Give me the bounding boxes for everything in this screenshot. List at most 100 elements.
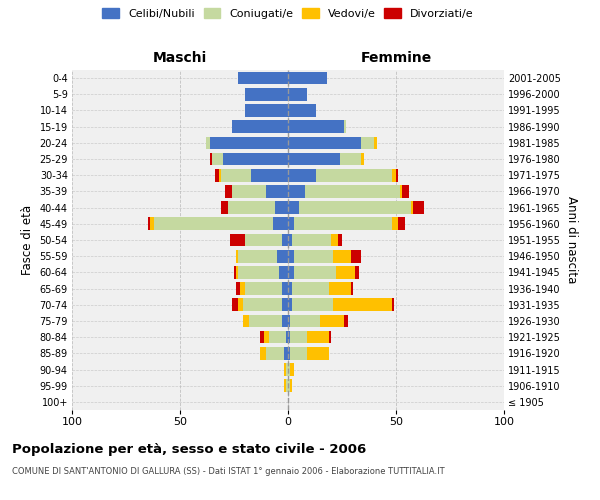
Bar (288, 314, 290, 328)
Bar (403, 185, 409, 198)
Text: Maschi: Maschi (153, 51, 207, 65)
Bar (292, 298, 334, 311)
Text: COMUNE DI SANT'ANTONIO DI GALLURA (SS) - Dati ISTAT 1° gennaio 2006 - Elaborazio: COMUNE DI SANT'ANTONIO DI GALLURA (SS) -… (12, 468, 445, 476)
Bar (249, 314, 281, 328)
Bar (284, 363, 286, 376)
Bar (281, 282, 288, 295)
Bar (284, 380, 286, 392)
Bar (288, 152, 340, 166)
Bar (350, 250, 361, 262)
Y-axis label: Fasce di età: Fasce di età (21, 205, 34, 275)
Bar (238, 250, 277, 262)
Bar (226, 185, 232, 198)
Bar (281, 234, 288, 246)
Bar (284, 347, 288, 360)
Bar (290, 314, 320, 328)
Bar (288, 234, 292, 246)
Bar (288, 266, 295, 278)
Bar (288, 282, 292, 295)
Bar (413, 202, 424, 214)
Y-axis label: Anni di nascita: Anni di nascita (565, 196, 578, 284)
Legend: Celibi/Nubili, Coniugati/e, Vedovi/e, Divorziati/e: Celibi/Nubili, Coniugati/e, Vedovi/e, Di… (103, 8, 473, 19)
Bar (288, 380, 290, 392)
Bar (392, 298, 394, 311)
Bar (264, 331, 269, 344)
Bar (210, 136, 288, 149)
Bar (344, 120, 346, 133)
Bar (290, 331, 307, 344)
Bar (238, 298, 242, 311)
Bar (411, 202, 413, 214)
Bar (232, 298, 238, 311)
Bar (290, 347, 307, 360)
Bar (292, 234, 331, 246)
Bar (338, 234, 342, 246)
Bar (242, 314, 249, 328)
Bar (398, 218, 404, 230)
Bar (280, 266, 288, 278)
Bar (295, 218, 392, 230)
Bar (307, 347, 329, 360)
Bar (299, 202, 411, 214)
Bar (221, 202, 227, 214)
Bar (329, 282, 350, 295)
Bar (307, 331, 329, 344)
Bar (227, 202, 275, 214)
Bar (288, 347, 290, 360)
Bar (316, 169, 392, 181)
Bar (281, 314, 288, 328)
Bar (288, 250, 295, 262)
Bar (242, 298, 281, 311)
Bar (295, 266, 335, 278)
Bar (288, 72, 327, 85)
Bar (392, 169, 396, 181)
Bar (288, 218, 295, 230)
Bar (288, 331, 290, 344)
Bar (238, 72, 288, 85)
Bar (288, 185, 305, 198)
Bar (288, 298, 292, 311)
Bar (236, 250, 238, 262)
Bar (331, 234, 338, 246)
Bar (288, 202, 299, 214)
Bar (344, 314, 349, 328)
Bar (148, 218, 150, 230)
Bar (400, 185, 403, 198)
Bar (288, 104, 316, 117)
Bar (355, 266, 359, 278)
Bar (290, 363, 295, 376)
Bar (334, 298, 392, 311)
Bar (219, 169, 221, 181)
Bar (286, 380, 288, 392)
Bar (374, 136, 377, 149)
Bar (396, 169, 398, 181)
Bar (245, 282, 281, 295)
Bar (251, 169, 288, 181)
Bar (329, 331, 331, 344)
Bar (277, 250, 288, 262)
Bar (335, 266, 355, 278)
Bar (232, 120, 288, 133)
Bar (245, 88, 288, 101)
Bar (232, 185, 266, 198)
Bar (275, 202, 288, 214)
Bar (221, 169, 251, 181)
Bar (266, 185, 288, 198)
Bar (361, 136, 374, 149)
Bar (238, 266, 280, 278)
Bar (340, 152, 361, 166)
Bar (154, 218, 273, 230)
Bar (286, 331, 288, 344)
Bar (230, 234, 245, 246)
Bar (295, 250, 334, 262)
Text: Femmine: Femmine (361, 51, 431, 65)
Bar (288, 169, 316, 181)
Bar (150, 218, 154, 230)
Bar (288, 120, 344, 133)
Bar (320, 314, 344, 328)
Bar (292, 282, 329, 295)
Bar (334, 250, 350, 262)
Bar (223, 152, 288, 166)
Bar (288, 88, 307, 101)
Bar (245, 104, 288, 117)
